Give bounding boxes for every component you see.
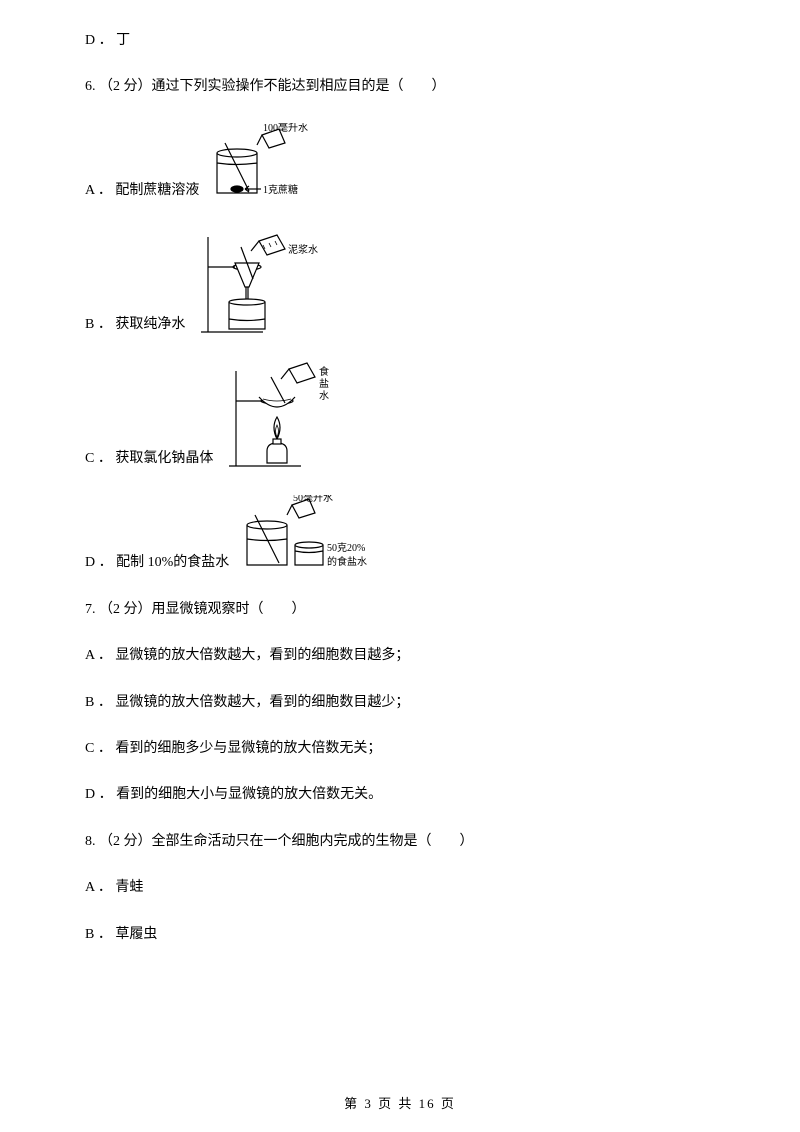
q6-option-d: D ． 配制 10%的食盐水 50毫升水 50克20% 的食盐水 (85, 495, 715, 575)
q6-c-label: C ． 获取氯化钠晶体 (85, 447, 213, 471)
q7-option-d: D ． 看到的细胞大小与显微镜的放大倍数无关。 (85, 784, 715, 806)
q6-a-label: A ． 配制蔗糖溶液 (85, 179, 199, 203)
page-footer: 第 3 页 共 16 页 (0, 1093, 800, 1112)
q6b-annot: 泥浆水 (288, 243, 318, 256)
q6-c-diagram: 食 盐 水 (221, 361, 361, 471)
q8-option-a: A ． 青蛙 (85, 877, 715, 899)
q6-option-c: C ． 获取氯化钠晶体 (85, 361, 715, 471)
q6d-annot-side2: 的食盐水 (327, 555, 367, 568)
q6c-annot-3: 水 (319, 390, 329, 402)
q6d-annot-side1: 50克20% (327, 542, 365, 554)
q6-d-label: D ． 配制 10%的食盐水 (85, 551, 229, 575)
q6d-annot-top: 50毫升水 (293, 495, 333, 504)
q6-b-label: B ． 获取纯净水 (85, 313, 185, 337)
q6-b-diagram: 泥浆水 (193, 227, 333, 337)
q6-a-diagram: 100毫升水 1克蔗糖 (207, 123, 337, 203)
q6c-annot-2: 盐 (319, 377, 329, 390)
q7-stem: 7. （2 分）用显微镜观察时（ ） (85, 599, 715, 621)
q6a-annot-side: 1克蔗糖 (263, 183, 298, 196)
q7-option-c: C ． 看到的细胞多少与显微镜的放大倍数无关； (85, 738, 715, 760)
q6a-annot-top: 100毫升水 (263, 123, 308, 134)
q6-option-b: B ． 获取纯净水 (85, 227, 715, 337)
q6-option-a: A ． 配制蔗糖溶液 100毫升水 1克蔗糖 (85, 123, 715, 203)
q5-option-d: D ． 丁 (85, 30, 715, 52)
q8-option-b: B ． 草履虫 (85, 924, 715, 946)
q6-stem: 6. （2 分）通过下列实验操作不能达到相应目的是（ ） (85, 76, 715, 98)
q7-option-a: A ． 显微镜的放大倍数越大，看到的细胞数目越多； (85, 645, 715, 667)
q6-d-diagram: 50毫升水 50克20% 的食盐水 (237, 495, 397, 575)
q6c-annot-1: 食 (319, 365, 329, 378)
q8-stem: 8. （2 分）全部生命活动只在一个细胞内完成的生物是（ ） (85, 831, 715, 853)
q7-option-b: B ． 显微镜的放大倍数越大，看到的细胞数目越少； (85, 692, 715, 714)
